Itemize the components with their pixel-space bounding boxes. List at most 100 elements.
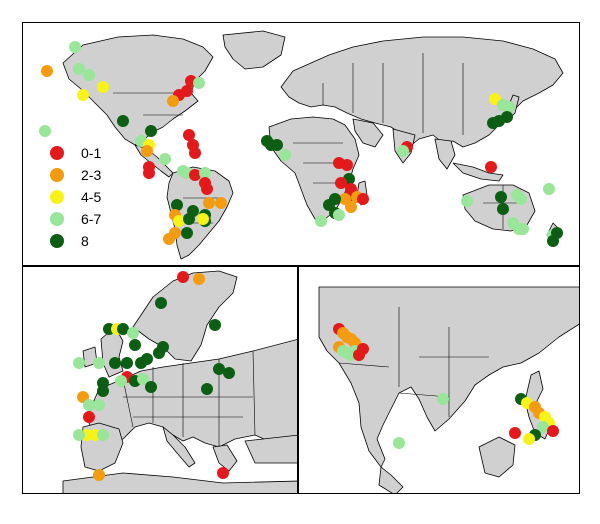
europe-map-panel	[22, 266, 298, 494]
site-marker	[141, 145, 153, 157]
landmass-mainland-asia	[318, 286, 579, 468]
landmass-uk	[100, 326, 124, 378]
site-marker	[213, 363, 225, 375]
site-marker	[97, 385, 109, 397]
site-marker	[83, 69, 95, 81]
site-marker	[155, 297, 167, 309]
site-marker	[93, 357, 105, 369]
site-marker	[203, 197, 215, 209]
site-marker	[167, 95, 179, 107]
legend-label: 6-7	[81, 211, 101, 227]
site-marker	[461, 195, 473, 207]
site-marker	[141, 353, 153, 365]
site-marker	[315, 215, 327, 227]
legend-label: 4-5	[81, 189, 101, 205]
site-marker	[183, 129, 195, 141]
site-marker	[543, 183, 555, 195]
world-map: 0-1 2-3 4-5 6-7 8	[39, 30, 564, 260]
site-marker	[115, 375, 127, 387]
world-data-points	[39, 41, 563, 247]
legend-label: 0-1	[81, 145, 101, 161]
europe-country-borders	[122, 350, 256, 447]
site-marker	[97, 429, 109, 441]
site-marker	[515, 193, 527, 205]
site-marker	[357, 193, 369, 205]
landmass-north-africa	[62, 472, 297, 493]
site-marker	[93, 399, 105, 411]
site-marker	[341, 159, 353, 171]
site-marker	[201, 183, 213, 195]
site-marker	[93, 469, 105, 481]
site-marker	[279, 149, 291, 161]
landmass-indonesia	[452, 162, 504, 182]
site-marker	[73, 429, 85, 441]
site-marker	[487, 117, 499, 129]
legend: 0-1 2-3 4-5 6-7 8	[50, 145, 101, 249]
site-marker	[199, 167, 211, 179]
site-marker	[189, 147, 201, 159]
site-marker	[537, 421, 549, 433]
landmass-malay-peninsula	[378, 466, 404, 493]
site-marker	[193, 273, 205, 285]
legend-label: 2-3	[81, 167, 101, 183]
southeast-asia-map	[318, 286, 579, 493]
site-marker	[271, 139, 283, 151]
site-marker	[117, 323, 129, 335]
site-marker	[223, 367, 235, 379]
legend-swatch	[50, 190, 64, 204]
europe-data-points	[73, 271, 235, 481]
site-marker	[171, 199, 183, 211]
site-marker	[97, 81, 109, 93]
site-marker	[509, 427, 521, 439]
site-marker	[83, 399, 95, 411]
site-marker	[143, 167, 155, 179]
landmass-southeast-asia	[434, 138, 456, 170]
site-marker	[393, 437, 405, 449]
site-marker	[209, 319, 221, 331]
site-marker	[73, 63, 85, 75]
site-marker	[217, 467, 229, 479]
landmass-scandinavia	[132, 270, 238, 362]
site-marker	[215, 197, 227, 209]
site-marker	[39, 125, 51, 137]
site-marker	[193, 77, 205, 89]
site-marker	[157, 341, 169, 353]
site-marker	[173, 215, 185, 227]
site-marker	[137, 373, 149, 385]
legend-swatch	[50, 168, 64, 182]
site-marker	[83, 411, 95, 423]
site-marker	[397, 145, 409, 157]
asia-country-borders	[338, 307, 489, 417]
landmass-balkans	[212, 434, 297, 472]
asia-data-points	[333, 323, 559, 449]
legend-swatch	[50, 212, 64, 226]
site-marker	[547, 235, 559, 247]
site-marker	[495, 191, 507, 203]
site-marker	[201, 383, 213, 395]
site-marker	[145, 125, 157, 137]
site-marker	[333, 209, 345, 221]
site-marker	[335, 177, 347, 189]
site-marker	[177, 271, 189, 283]
site-marker	[163, 233, 175, 245]
site-marker	[345, 201, 357, 213]
site-marker	[109, 357, 121, 369]
legend-label: 8	[81, 233, 89, 249]
site-marker	[73, 357, 85, 369]
landmass-italy	[162, 426, 196, 468]
site-marker	[485, 161, 497, 173]
site-marker	[127, 327, 139, 339]
site-marker	[503, 101, 515, 113]
site-marker	[189, 169, 201, 181]
site-marker	[129, 339, 141, 351]
legend-swatch	[50, 146, 64, 160]
site-marker	[181, 227, 193, 239]
site-marker	[357, 343, 369, 355]
site-marker	[197, 213, 209, 225]
world-map-panel: 0-1 2-3 4-5 6-7 8	[22, 22, 580, 266]
site-marker	[117, 115, 129, 127]
southeast-asia-map-panel	[298, 266, 580, 494]
landmass-borneo	[478, 436, 516, 478]
site-marker	[437, 393, 449, 405]
site-marker	[121, 357, 133, 369]
